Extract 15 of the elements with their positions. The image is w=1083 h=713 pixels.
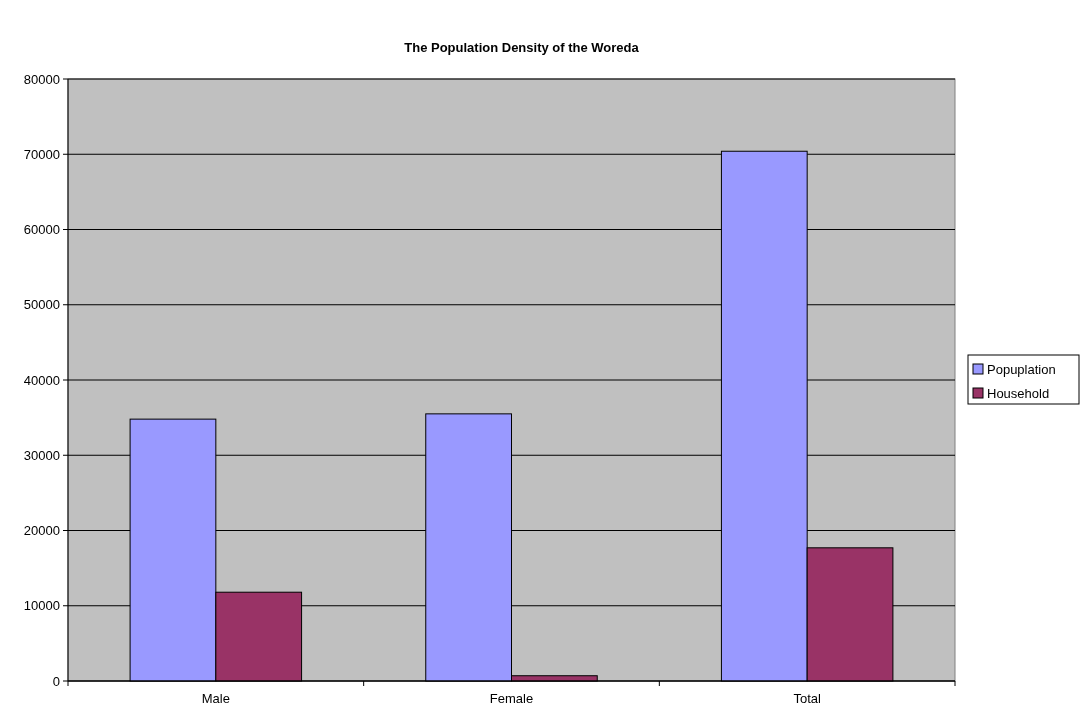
y-tick-label: 0 — [52, 673, 60, 689]
y-tick-label: 10000 — [23, 598, 60, 614]
chart-title: The Population Density of the Woreda — [404, 40, 640, 55]
x-tick-label: Male — [201, 691, 230, 706]
legend-label: Household — [987, 385, 1050, 401]
y-tick-label: 40000 — [23, 372, 60, 388]
y-tick-label: 80000 — [23, 71, 60, 87]
x-tick-label: Total — [793, 691, 821, 706]
legend-label: Popuplation — [987, 361, 1056, 377]
y-tick-label: 60000 — [23, 222, 60, 238]
y-tick-label: 70000 — [23, 146, 60, 162]
y-tick-label: 30000 — [23, 447, 60, 463]
x-tick-label: Female — [489, 691, 534, 706]
y-tick-label: 50000 — [23, 297, 60, 313]
y-tick-label: 20000 — [23, 523, 60, 539]
